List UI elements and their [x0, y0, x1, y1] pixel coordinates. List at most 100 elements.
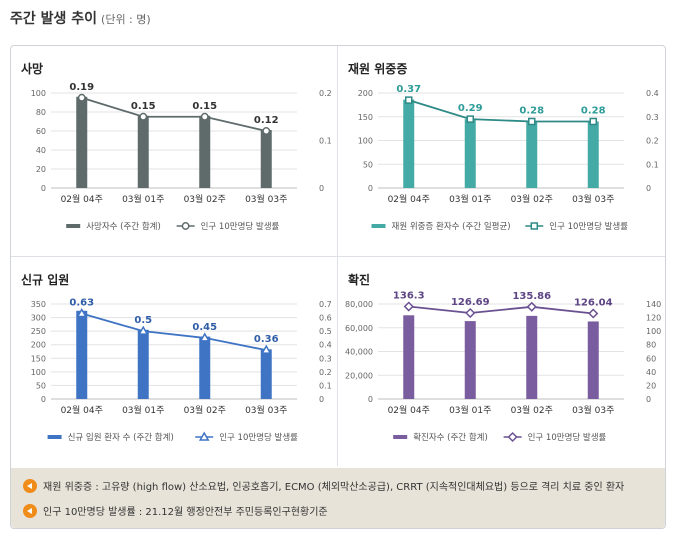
divider-horizontal [11, 256, 665, 257]
y-tick-label: 20 [36, 165, 46, 174]
line-point [466, 115, 474, 123]
x-tick-label: 03월 01주 [122, 193, 164, 205]
y2-tick-label: 40 [646, 368, 656, 377]
data-label: 126.69 [451, 297, 490, 308]
data-label: 126.04 [574, 297, 613, 308]
y-tick-label: 50 [36, 381, 46, 390]
x-tick-label: 03월 02주 [184, 193, 226, 205]
y2-tick-label: 0.6 [319, 314, 332, 323]
speaker-icon [23, 478, 37, 493]
line-point [200, 112, 209, 121]
y-tick-label: 350 [31, 300, 46, 309]
speaker-icon [23, 503, 37, 518]
line-point [260, 344, 272, 354]
x-tick-label: 02월 04주 [61, 193, 103, 205]
y2-tick-label: 0.7 [319, 300, 332, 309]
y2-tick-label: 0 [646, 184, 651, 193]
data-label: 0.28 [519, 106, 544, 117]
legend-marker [507, 431, 518, 443]
y2-tick-label: 60 [646, 354, 656, 363]
y-tick-label: 0 [368, 184, 373, 193]
y-tick-label: 80 [36, 108, 46, 117]
y-tick-label: 200 [31, 341, 46, 350]
y-tick-label: 60 [36, 127, 46, 136]
y2-tick-label: 0.5 [319, 327, 332, 336]
legend-bar-swatch [393, 435, 408, 439]
chart-deaths: 사망 0 20 40 60 80 100 0 0.1 0.2 02월 04주 03월 01주 03월 0… [21, 61, 332, 232]
line-point [77, 93, 86, 102]
line-point [405, 96, 413, 104]
series-line [81, 312, 267, 352]
y-tick-label: 100 [31, 89, 46, 98]
bar [199, 336, 211, 399]
chart-title: 사망 [21, 61, 43, 76]
y-tick-label: 80,000 [345, 300, 373, 309]
bar [403, 315, 415, 399]
data-label: 0.15 [131, 101, 156, 112]
line-point [403, 301, 414, 312]
data-label: 0.29 [458, 103, 483, 114]
x-tick-label: 03월 01주 [122, 404, 164, 416]
panel-critical: 재원 위중증 0 50 100 150 200 0 0.1 0.2 0.3 0.4 02월 04주 03… [338, 46, 664, 256]
legend-bar-label: 재원 위중증 환자수 (주간 일평균) [392, 221, 511, 232]
y2-tick-label: 120 [646, 314, 661, 323]
panel-admissions: 신규 입원 0 50 100 150 200 250 300 350 0 0.1 0.2 0.3 0.4 0… [11, 257, 337, 467]
notes-box: 재원 위중증 : 고유량 (high flow) 산소요법, 인공호흡기, EC… [11, 468, 665, 528]
legend-marker [198, 431, 210, 441]
title-text: 주간 발생 추이 [10, 11, 98, 27]
line-point [589, 117, 597, 126]
line-point [76, 307, 88, 318]
x-tick-label: 03월 03주 [245, 193, 287, 205]
unit-label: (단위 : 명) [101, 13, 151, 26]
x-tick-label: 03월 03주 [572, 404, 614, 416]
line-point [137, 325, 149, 335]
y-tick-label: 150 [358, 113, 373, 122]
x-tick-label: 03월 02주 [511, 193, 553, 205]
note-incidence-basis: 인구 10만명당 발생률 : 21.12월 행정안전부 주민등록인구현황기준 [23, 503, 328, 518]
x-tick-label: 03월 01주 [449, 193, 491, 205]
page-title: 주간 발생 추이 (단위 : 명) [10, 8, 151, 28]
series-line [408, 99, 594, 123]
chart-title: 확진 [348, 272, 370, 287]
legend-line-label: 인구 10만명당 발생률 [528, 432, 607, 443]
bar [137, 329, 149, 399]
bar [464, 321, 476, 399]
x-tick-label: 03월 02주 [184, 404, 226, 416]
y2-tick-label: 0 [319, 395, 324, 404]
line-point [199, 332, 211, 342]
x-tick-label: 03월 03주 [572, 193, 614, 205]
line-point [139, 112, 148, 121]
data-label: 0.37 [396, 84, 421, 95]
data-label: 0.28 [581, 106, 606, 117]
y2-tick-label: 0.2 [646, 137, 659, 146]
y-tick-label: 0 [41, 395, 46, 404]
bar [587, 321, 599, 399]
y2-tick-label: 0.1 [319, 137, 332, 146]
y2-tick-label: 140 [646, 300, 661, 309]
line-point [465, 307, 476, 319]
data-label: 135.86 [512, 291, 551, 302]
chart-title: 신규 입원 [21, 272, 69, 287]
series-line [408, 305, 594, 315]
y2-tick-label: 0.1 [646, 160, 659, 169]
legend-line-label: 인구 10만명당 발생률 [219, 432, 298, 443]
y-tick-label: 300 [31, 314, 46, 323]
x-tick-label: 02월 04주 [61, 404, 103, 416]
bar [260, 349, 272, 399]
data-label: 0.5 [134, 315, 152, 326]
note-text: 재원 위중증 : 고유량 (high flow) 산소요법, 인공호흡기, EC… [43, 482, 625, 493]
y2-tick-label: 20 [646, 381, 656, 390]
y2-tick-label: 80 [646, 341, 656, 350]
data-label: 0.63 [69, 298, 94, 309]
y2-tick-label: 0.4 [646, 89, 659, 98]
bar [76, 96, 88, 188]
bar [403, 99, 415, 188]
data-label: 136.3 [393, 291, 425, 302]
legend-bar-label: 사망자수 (주간 합계) [86, 221, 161, 232]
y-tick-label: 200 [358, 89, 373, 98]
chart-critical: 재원 위중증 0 50 100 150 200 0 0.1 0.2 0.3 0.4 02월 04주 03… [348, 62, 659, 232]
y-tick-label: 0 [41, 184, 46, 193]
bar [526, 315, 538, 399]
chart-admissions: 신규 입원 0 50 100 150 200 250 300 350 0 0.1 0.2 0.3 0.4 0… [21, 272, 332, 443]
chart-title: 재원 위중증 [348, 62, 407, 76]
